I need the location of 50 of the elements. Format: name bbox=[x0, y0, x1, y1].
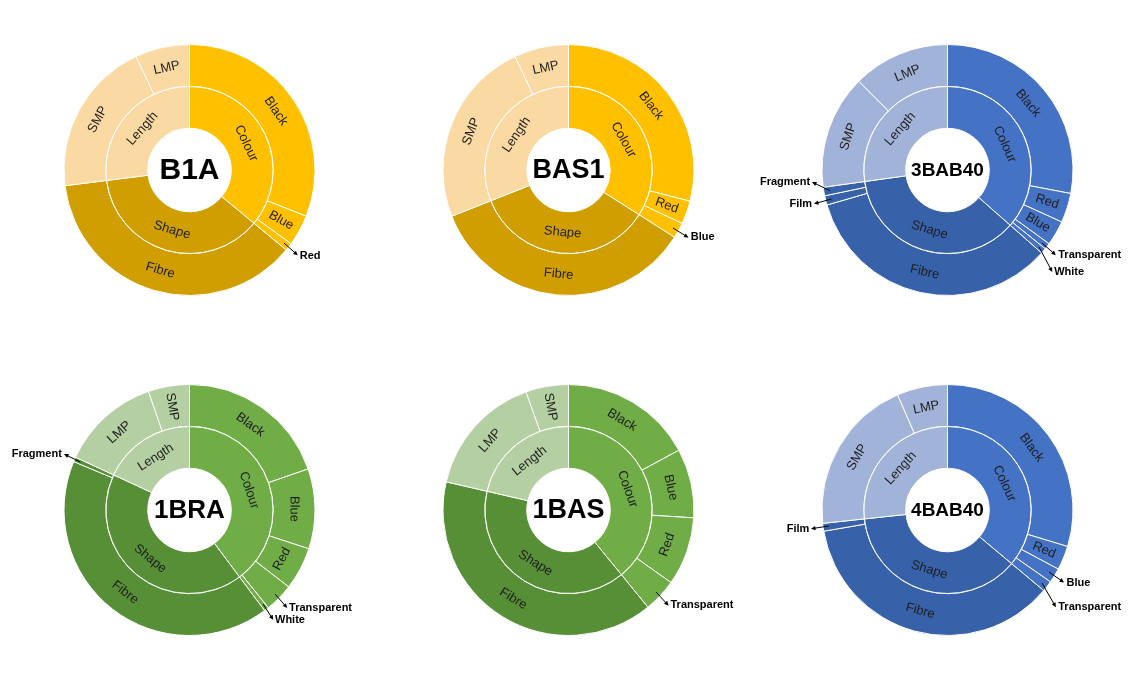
slice-label: Film bbox=[789, 196, 813, 209]
slice-label: LMP bbox=[891, 60, 923, 85]
text: BAS1 bbox=[532, 154, 605, 185]
slice-label: Red bbox=[1030, 537, 1059, 561]
slice-label: Red bbox=[655, 530, 678, 559]
slice-label: Fibre bbox=[543, 264, 575, 283]
slice-label: White bbox=[275, 613, 305, 626]
slice-label: Fibre bbox=[908, 260, 941, 282]
slice-label: LMP bbox=[151, 56, 182, 78]
slice-label: Colour bbox=[990, 462, 1021, 505]
text: 3BAB40 bbox=[911, 159, 984, 181]
slice-label: Transparent bbox=[1058, 599, 1122, 612]
slice-label: LMP bbox=[911, 396, 941, 417]
slice-label: Fragment bbox=[759, 175, 811, 188]
text: 4BAB40 bbox=[911, 499, 984, 521]
slice-label: Red bbox=[268, 544, 294, 573]
slice-label: SMP bbox=[835, 120, 860, 153]
slice-label: Red bbox=[299, 248, 321, 261]
slice-label: Transparent bbox=[670, 598, 734, 611]
slice-label: Shape bbox=[543, 222, 583, 241]
slice-label: SMP bbox=[83, 103, 111, 136]
slice-label: SMP bbox=[458, 115, 483, 147]
slice-label: Blue bbox=[661, 473, 682, 502]
slice-label: Blue bbox=[266, 206, 297, 233]
slice-label: Blue bbox=[690, 230, 715, 243]
slice-label: White bbox=[1054, 264, 1085, 277]
slice-label: Shape bbox=[909, 556, 950, 582]
slice-label: Fibre bbox=[144, 258, 177, 281]
slice-label: Colour bbox=[614, 468, 643, 510]
slice-label: LMP bbox=[530, 56, 561, 78]
text: 1BAS bbox=[532, 494, 605, 525]
slice-label: Blue bbox=[1066, 575, 1091, 588]
slice-label: Fragment bbox=[11, 446, 63, 459]
slice-label: Colour bbox=[236, 469, 264, 512]
slice-label: Fibre bbox=[904, 598, 937, 622]
slice-label: LMP bbox=[103, 417, 134, 447]
slice-label: Shape bbox=[909, 216, 950, 242]
slice-label: Shape bbox=[152, 216, 193, 242]
slice-label: Colour bbox=[990, 123, 1021, 165]
text: 1BRA bbox=[154, 494, 226, 525]
slice-label: Red bbox=[653, 193, 681, 216]
slice-label: Blue bbox=[287, 495, 303, 523]
slice-label: SMP bbox=[163, 391, 183, 422]
slice-label: Film bbox=[786, 522, 810, 535]
slice-label: Colour bbox=[232, 122, 263, 165]
slice-label: SMP bbox=[541, 391, 562, 422]
text: B1A bbox=[159, 152, 220, 186]
slice-label: Fibre bbox=[497, 583, 531, 613]
slice-label: Transparent bbox=[1058, 247, 1122, 260]
slice-label: Transparent bbox=[289, 600, 353, 613]
